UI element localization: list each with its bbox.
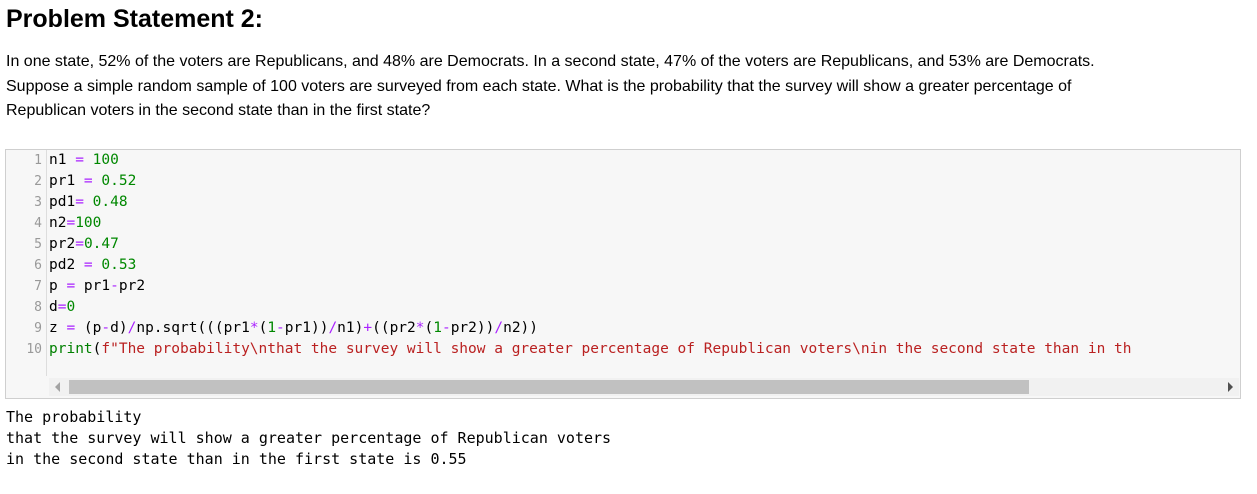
line-number: 4 (34, 216, 42, 231)
code-token: pr1 (75, 278, 111, 294)
code-token: print (49, 341, 93, 357)
horizontal-scrollbar[interactable] (49, 378, 1239, 396)
code-token: / (127, 320, 137, 336)
code-line-1: n1 = 100 (49, 150, 119, 171)
code-line-9: z = (p-d)/np.sqrt(((pr1*(1-pr1))/n1)+((p… (49, 318, 538, 339)
code-editor[interactable]: n1 = 100 pr1 = 0.52 pd1= 0.48 n2=100 pr2… (49, 150, 1239, 376)
code-line-3: pd1= 0.48 (49, 192, 128, 213)
scroll-left-arrow-icon[interactable] (55, 382, 60, 392)
code-token: n1 (49, 152, 76, 168)
code-token: = (75, 236, 84, 252)
code-token: = (66, 320, 76, 336)
code-token: ( (424, 320, 434, 336)
code-token: pr1 (49, 173, 84, 189)
code-token: 0.53 (101, 257, 137, 273)
output-line-1: The probability (6, 408, 142, 426)
code-token: pr2)) (450, 320, 495, 336)
problem-line-3: Republican voters in the second state th… (6, 102, 431, 119)
line-number: 7 (34, 279, 42, 294)
code-token: (p (75, 320, 102, 336)
code-token: + (363, 320, 373, 336)
cell-output: The probability that the survey will sho… (6, 407, 611, 470)
code-token: n2 (49, 215, 67, 231)
code-token: pr2 (118, 278, 146, 294)
code-line-4: n2=100 (49, 213, 101, 234)
code-token: pr2 (49, 236, 76, 252)
code-token: / (328, 320, 338, 336)
code-token: pd1 (49, 194, 76, 210)
code-token: = (83, 257, 93, 273)
code-token: - (276, 320, 285, 336)
code-token: 0 (66, 299, 76, 315)
code-cell[interactable]: 1 2 3 4 5 6 7 8 9 10 n1 = 100 pr1 = 0.52… (5, 149, 1241, 399)
code-token: = (66, 278, 76, 294)
problem-statement: In one state, 52% of the voters are Repu… (6, 50, 1241, 124)
code-token: n1) (337, 320, 364, 336)
scroll-right-arrow-icon[interactable] (1228, 382, 1233, 392)
output-line-3: in the second state than in the first st… (6, 450, 467, 468)
code-line-2: pr1 = 0.52 (49, 171, 136, 192)
code-line-5: pr2=0.47 (49, 234, 119, 255)
code-token: ( (258, 320, 268, 336)
code-token: pd2 (49, 257, 84, 273)
code-token: = (57, 299, 67, 315)
code-token: * (415, 320, 425, 336)
line-number: 6 (34, 258, 42, 273)
code-token: p (49, 278, 67, 294)
line-number-gutter: 1 2 3 4 5 6 7 8 9 10 (6, 150, 47, 376)
scrollbar-thumb[interactable] (69, 380, 1029, 394)
code-token: d (49, 299, 58, 315)
code-line-8: d=0 (49, 297, 75, 318)
code-token: 1 (433, 320, 442, 336)
code-token: n2)) (503, 320, 539, 336)
code-token: * (249, 320, 259, 336)
code-token: d) (110, 320, 128, 336)
problem-line-1: In one state, 52% of the voters are Repu… (6, 53, 1095, 70)
code-token: ( (92, 341, 102, 357)
code-token: f"The probability\nthat the survey will … (101, 341, 1132, 357)
code-token: 100 (75, 215, 102, 231)
code-token: 0.48 (92, 194, 128, 210)
code-token: pr1)) (284, 320, 329, 336)
code-token (84, 152, 93, 168)
code-token: - (441, 320, 451, 336)
code-token: 0.52 (101, 173, 137, 189)
code-token: = (75, 194, 84, 210)
code-token: / (494, 320, 504, 336)
problem-line-2: Suppose a simple random sample of 100 vo… (6, 77, 1072, 95)
problem-heading: Problem Statement 2: (6, 5, 264, 33)
code-token: = (75, 152, 84, 168)
code-token: z (49, 320, 67, 336)
line-number: 8 (34, 300, 42, 315)
line-number: 5 (34, 237, 42, 252)
line-number: 10 (26, 342, 42, 357)
code-line-6: pd2 = 0.53 (49, 255, 136, 276)
code-token (84, 194, 93, 210)
code-line-7: p = pr1-pr2 (49, 276, 145, 297)
code-token: 0.47 (83, 236, 119, 252)
code-token: ((pr2 (372, 320, 416, 336)
code-token: 100 (92, 152, 119, 168)
code-token: - (101, 320, 111, 336)
line-number: 2 (34, 174, 42, 189)
code-token: 1 (267, 320, 277, 336)
line-number: 3 (34, 195, 42, 210)
code-token: = (83, 173, 93, 189)
output-line-2: that the survey will show a greater perc… (6, 429, 612, 447)
code-token: = (66, 215, 76, 231)
line-number: 9 (34, 321, 42, 336)
code-line-10: print(f"The probability\nthat the survey… (49, 339, 1132, 360)
code-token: np.sqrt(((pr1 (136, 320, 250, 336)
code-token: - (110, 278, 119, 294)
line-number: 1 (34, 153, 42, 168)
